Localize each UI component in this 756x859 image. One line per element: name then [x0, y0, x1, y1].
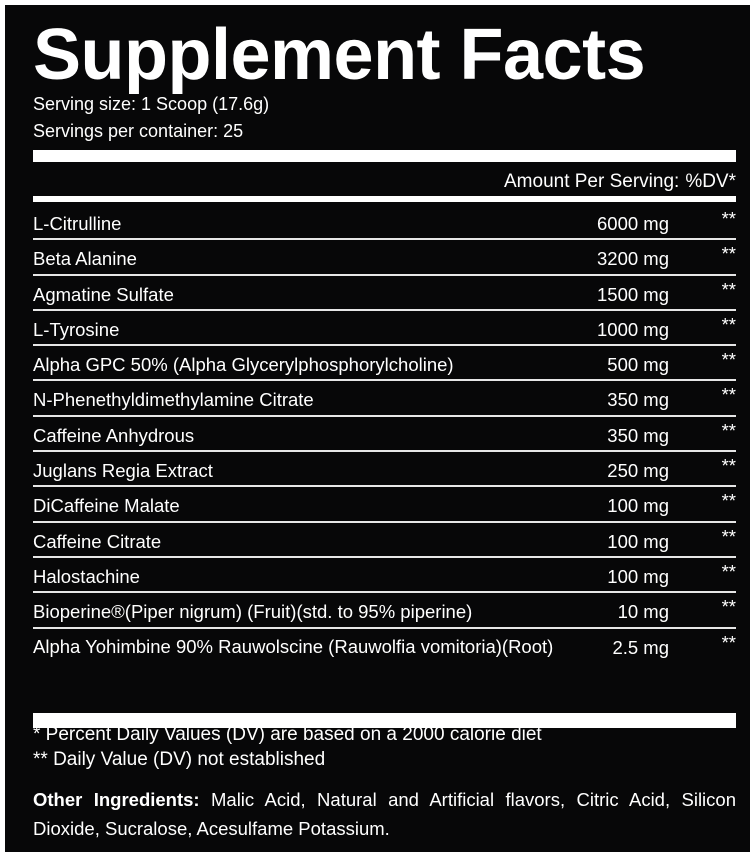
ingredient-dv: ** — [721, 596, 736, 618]
footnote-dv-not-established: ** Daily Value (DV) not established — [33, 749, 326, 770]
ingredient-amount: 100 mg — [607, 495, 669, 517]
ingredient-row: Alpha GPC 50% (Alpha Glycerylphosphorylc… — [33, 346, 736, 382]
ingredient-amount: 2.5 mg — [612, 636, 669, 658]
ingredient-dv: ** — [721, 278, 736, 300]
ingredient-name: Halostachine — [33, 565, 140, 587]
ingredient-dv: ** — [721, 208, 736, 229]
ingredient-dv: ** — [721, 560, 736, 582]
thick-divider — [33, 713, 736, 728]
dv-label: %DV* — [685, 171, 736, 192]
ingredient-row: Caffeine Citrate 100 mg ** — [33, 523, 736, 558]
ingredient-amount: 1000 mg — [597, 318, 669, 340]
ingredient-name: L-Tyrosine — [33, 318, 120, 340]
ingredient-row: L-Tyrosine 1000 mg ** — [33, 311, 736, 347]
ingredient-amount: 3200 mg — [597, 248, 669, 270]
ingredient-amount: 350 mg — [607, 389, 669, 411]
thick-divider — [33, 150, 736, 162]
ingredient-amount: 10 mg — [617, 601, 669, 623]
ingredient-name: Agmatine Sulfate — [33, 283, 174, 305]
ingredient-name: Alpha Yohimbine 90% Rauwolscine (Rauwolf… — [33, 635, 554, 657]
ingredient-row: Caffeine Anhydrous 350 mg ** — [33, 417, 736, 453]
ingredient-name: DiCaffeine Malate — [33, 495, 180, 517]
ingredient-row: Bioperine®(Piper nigrum) (Fruit)(std. to… — [33, 593, 736, 629]
ingredient-row: Alpha Yohimbine 90% Rauwolscine (Rauwolf… — [33, 629, 736, 670]
footnote-dv-basis: * Percent Daily Values (DV) are based on… — [33, 724, 542, 745]
ingredient-row: Halostachine 100 mg ** — [33, 558, 736, 594]
ingredient-dv: ** — [721, 384, 736, 406]
ingredient-dv: ** — [721, 419, 736, 441]
ingredient-name: Bioperine®(Piper nigrum) (Fruit)(std. to… — [33, 601, 473, 623]
divider — [33, 196, 736, 202]
other-ingredients-label: Other Ingredients: — [33, 789, 200, 810]
ingredient-dv: ** — [721, 313, 736, 335]
column-header: Amount Per Serving: %DV* — [498, 170, 736, 194]
ingredient-amount: 100 mg — [607, 530, 669, 552]
ingredient-amount: 350 mg — [607, 424, 669, 446]
ingredient-dv: ** — [721, 349, 736, 371]
ingredient-dv: ** — [721, 455, 736, 477]
ingredient-amount: 100 mg — [607, 565, 669, 587]
ingredient-row: DiCaffeine Malate 100 mg ** — [33, 487, 736, 523]
ingredient-row: L-Citrulline 6000 mg ** — [33, 205, 736, 241]
ingredient-name: Beta Alanine — [33, 248, 137, 270]
ingredient-row: Juglans Regia Extract 250 mg ** — [33, 452, 736, 488]
ingredient-name: Alpha GPC 50% (Alpha Glycerylphosphorylc… — [33, 354, 454, 376]
ingredient-dv: ** — [721, 490, 736, 512]
ingredient-name: N-Phenethyldimethylamine Citrate — [33, 389, 314, 411]
supplement-facts-panel: Supplement Facts Serving size: 1 Scoop (… — [5, 5, 750, 852]
other-ingredients-text: Malic Acid, Natural and Artificial flavo… — [33, 789, 736, 839]
ingredient-name: Juglans Regia Extract — [33, 460, 213, 482]
ingredient-amount: 250 mg — [607, 460, 669, 482]
ingredient-amount: 500 mg — [607, 354, 669, 376]
title: Supplement Facts — [33, 15, 646, 95]
ingredient-row: Beta Alanine 3200 mg ** — [33, 240, 736, 276]
ingredient-dv: ** — [721, 243, 736, 265]
amount-per-serving-label: Amount Per Serving: — [504, 171, 680, 192]
ingredient-row: Agmatine Sulfate 1500 mg ** — [33, 276, 736, 311]
ingredient-dv: ** — [721, 631, 736, 653]
serving-size: Serving size: 1 Scoop (17.6g) — [33, 94, 270, 114]
ingredient-row: N-Phenethyldimethylamine Citrate 350 mg ** — [33, 381, 736, 417]
ingredient-list: L-Citrulline 6000 mg ** Beta Alanine 3200 mg… — [33, 205, 736, 670]
ingredient-name: Caffeine Citrate — [33, 530, 162, 552]
ingredient-name: L-Citrulline — [33, 213, 122, 234]
ingredient-name: Caffeine Anhydrous — [33, 424, 195, 446]
ingredient-amount: 6000 mg — [597, 213, 669, 234]
servings-per-container: Servings per container: 25 — [33, 121, 244, 141]
ingredient-dv: ** — [721, 525, 736, 547]
other-ingredients: Other Ingredients: Malic Acid, Natural a… — [33, 785, 736, 843]
ingredient-amount: 1500 mg — [597, 283, 669, 305]
